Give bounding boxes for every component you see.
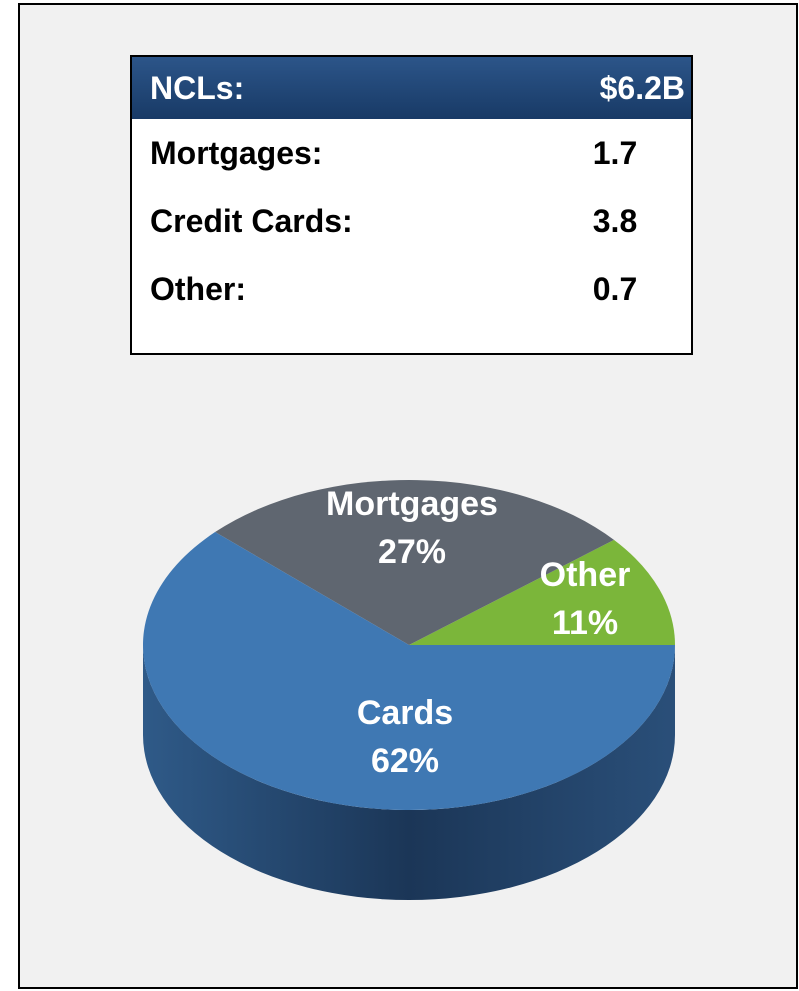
table-header: NCLs: $6.2B xyxy=(132,57,691,119)
slice-label: Mortgages xyxy=(326,485,498,523)
pie-slice xyxy=(409,539,675,645)
slice-value-label: 62% xyxy=(371,742,439,780)
row-label: Credit Cards: xyxy=(150,202,353,239)
table-row: Mortgages: 1.7 xyxy=(132,119,691,187)
header-label: NCLs: xyxy=(150,69,245,106)
row-value: 1.7 xyxy=(592,134,638,171)
header-value: $6.2B xyxy=(599,69,685,106)
pie-side xyxy=(143,645,675,900)
slice-value-label: 27% xyxy=(378,533,446,571)
slice-label: Other xyxy=(540,556,631,594)
slice-value-label: 11% xyxy=(552,604,618,642)
summary-table: NCLs: $6.2B Mortgages: 1.7 Credit Cards: 3… xyxy=(130,55,693,355)
pie-slice xyxy=(215,479,614,645)
row-value: 0.7 xyxy=(592,270,638,307)
row-label: Mortgages: xyxy=(150,134,323,171)
row-label: Other: xyxy=(150,270,246,307)
slice-label: Cards xyxy=(357,694,453,732)
pie-slice xyxy=(143,532,676,810)
row-value: 3.8 xyxy=(592,202,638,239)
table-row: Credit Cards: 3.8 xyxy=(132,187,691,255)
table-row: Other: 0.7 xyxy=(132,255,691,323)
